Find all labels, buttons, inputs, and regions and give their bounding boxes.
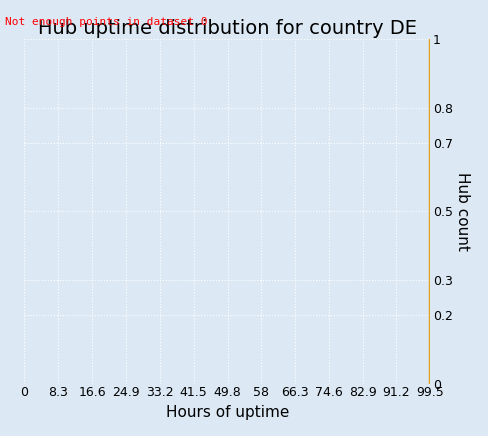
Title: Hub uptime distribution for country DE: Hub uptime distribution for country DE bbox=[38, 19, 416, 37]
Text: Not enough points in dataset 0: Not enough points in dataset 0 bbox=[5, 17, 207, 27]
X-axis label: Hours of uptime: Hours of uptime bbox=[165, 405, 288, 420]
Y-axis label: Hub count: Hub count bbox=[454, 172, 469, 251]
